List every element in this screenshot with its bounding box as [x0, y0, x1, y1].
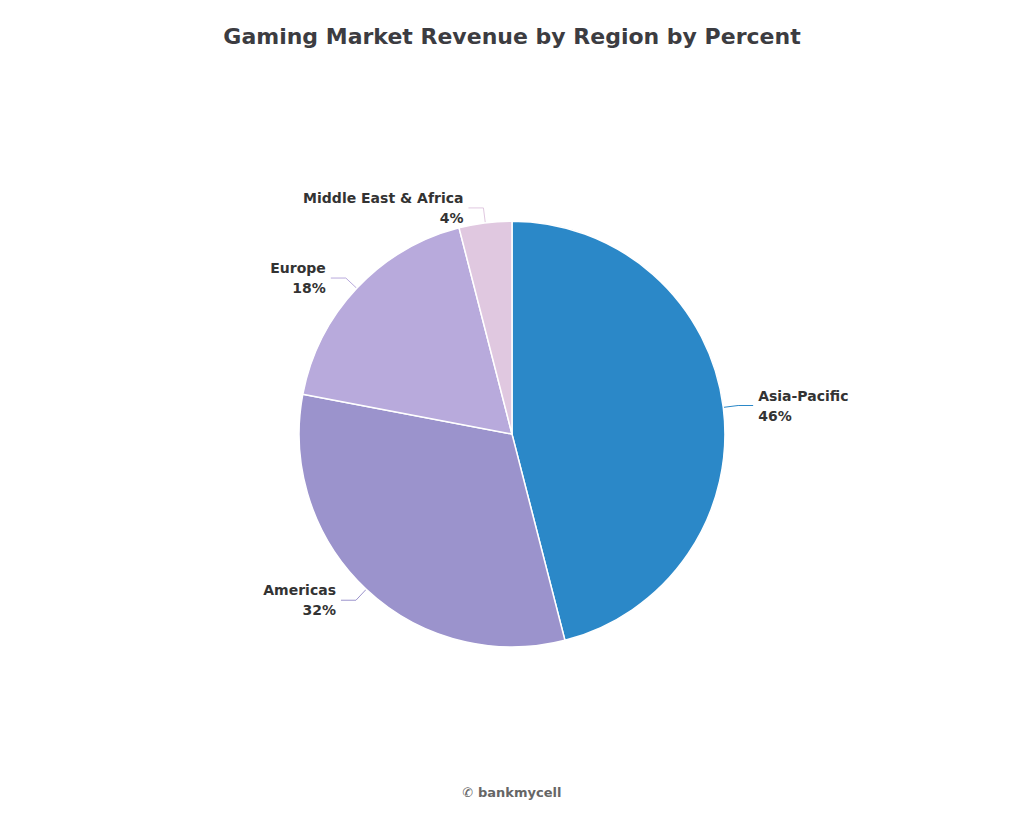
svg-text:4%: 4% [440, 210, 464, 226]
svg-text:Middle East & Africa: Middle East & Africa [303, 190, 463, 206]
svg-text:32%: 32% [302, 602, 336, 618]
svg-text:Americas: Americas [263, 582, 336, 598]
svg-text:Gaming Market Revenue by Regio: Gaming Market Revenue by Region by Perce… [223, 24, 801, 49]
svg-text:✆ bankmycell: ✆ bankmycell [463, 785, 562, 800]
svg-text:Asia-Pacific: Asia-Pacific [758, 388, 848, 404]
svg-text:Europe: Europe [270, 260, 326, 276]
svg-text:46%: 46% [758, 408, 792, 424]
svg-text:18%: 18% [292, 280, 326, 296]
